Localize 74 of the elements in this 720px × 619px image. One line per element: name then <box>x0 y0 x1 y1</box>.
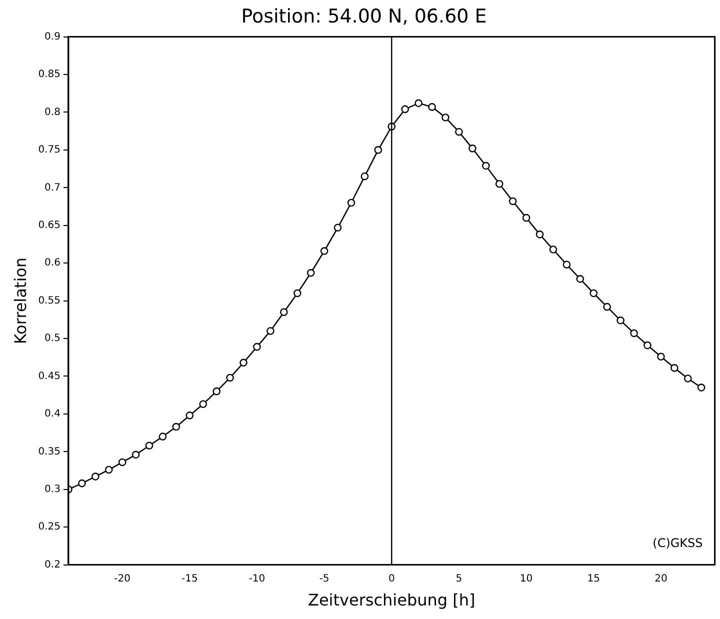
y-tick-label: 0.25 <box>38 522 60 533</box>
point <box>186 412 194 420</box>
y-tick-label: 0.7 <box>44 182 60 194</box>
point <box>616 316 624 324</box>
point <box>78 479 86 488</box>
x-axis-title: Zeitverschiebung [h] <box>308 590 476 610</box>
chart-title: Position: 54.00 N, 06.60 E <box>241 5 487 28</box>
x-tick-label: 15 <box>587 573 600 584</box>
point <box>293 289 302 298</box>
y-tick-label: 0.4 <box>44 408 60 420</box>
point <box>401 105 409 114</box>
point <box>603 302 611 311</box>
y-axis-title: Korrelation <box>10 257 30 344</box>
y-tick-label: 0.8 <box>44 106 60 118</box>
point <box>536 230 544 238</box>
y-tick-label: 0.6 <box>44 258 60 269</box>
point <box>172 422 180 431</box>
y-tick-label: 0.65 <box>38 220 60 231</box>
point <box>684 374 692 382</box>
y-tick-label: 0.2 <box>44 559 60 570</box>
point <box>442 114 450 122</box>
point <box>266 327 274 335</box>
y-tick-label: 0.35 <box>38 446 60 458</box>
point <box>347 198 356 207</box>
x-tick-label: 5 <box>456 573 462 584</box>
point <box>91 472 100 480</box>
point <box>240 358 248 367</box>
point <box>455 128 463 136</box>
point <box>320 247 328 255</box>
x-tick-label: 20 <box>654 573 668 584</box>
x-tick-label: -15 <box>181 573 198 584</box>
y-tick-label: 0.85 <box>38 69 60 80</box>
point <box>334 224 342 232</box>
point <box>644 341 652 350</box>
annotation: (C)GKSS <box>652 536 703 550</box>
y-tick-label: 0.55 <box>38 295 60 306</box>
point <box>468 144 476 152</box>
point <box>657 352 665 361</box>
point <box>132 450 140 459</box>
point <box>630 329 638 338</box>
point <box>670 364 678 372</box>
point <box>104 466 113 474</box>
x-tick-label: 10 <box>520 573 533 584</box>
point <box>562 260 571 268</box>
x-tick-label: 0 <box>388 573 395 584</box>
point <box>374 146 382 154</box>
point <box>145 442 154 450</box>
point <box>360 172 369 180</box>
y-tick-label: 0.9 <box>44 31 60 42</box>
x-tick-label: -5 <box>319 573 330 584</box>
point <box>522 214 530 222</box>
point <box>482 162 490 170</box>
x-tick-label: -10 <box>248 573 266 584</box>
point <box>118 458 126 466</box>
point <box>428 103 436 111</box>
point <box>508 197 517 206</box>
point <box>414 99 422 108</box>
x-tick-label: -20 <box>114 573 130 584</box>
y-tick-label: 0.3 <box>44 484 60 495</box>
point <box>590 289 598 298</box>
point <box>549 246 558 254</box>
point <box>306 268 315 277</box>
point <box>280 308 288 316</box>
point <box>697 384 706 392</box>
point <box>226 374 234 382</box>
y-tick-label: 0.75 <box>38 144 60 156</box>
point <box>212 387 220 396</box>
point <box>253 342 261 351</box>
y-tick-label: 0.45 <box>38 370 60 382</box>
point <box>495 180 504 188</box>
point <box>158 432 167 440</box>
y-tick-label: 0.5 <box>44 333 60 344</box>
point <box>199 400 208 408</box>
point <box>576 275 584 283</box>
